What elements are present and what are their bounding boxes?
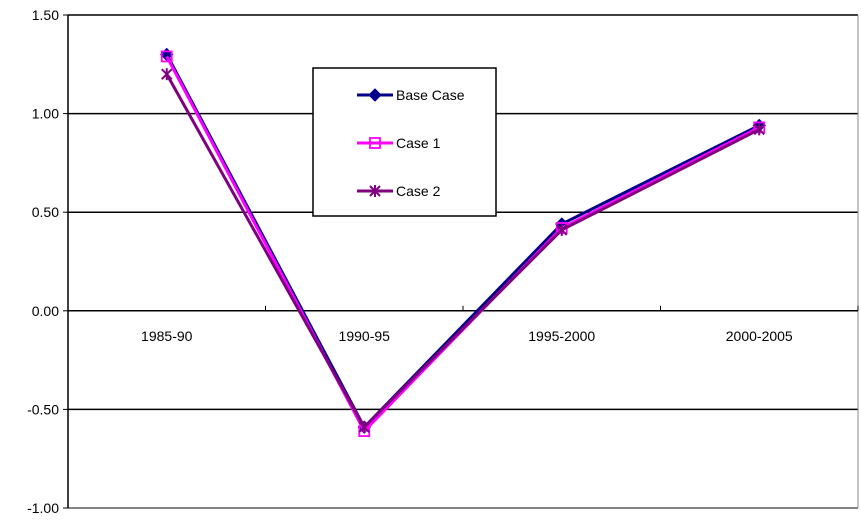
y-tick-label: 0.50 bbox=[32, 204, 59, 220]
x-tick-label: 1990-95 bbox=[339, 328, 391, 344]
marker-star bbox=[753, 123, 765, 136]
axes bbox=[63, 14, 859, 509]
legend-label: Case 1 bbox=[396, 135, 441, 151]
y-tick-label: -1.00 bbox=[27, 500, 59, 516]
x-tick-label: 2000-2005 bbox=[726, 328, 793, 344]
series-case-2 bbox=[161, 68, 765, 434]
legend-item: Case 2 bbox=[357, 183, 441, 199]
y-tick-label: 0.00 bbox=[32, 303, 59, 319]
x-tick-label: 1995-2000 bbox=[528, 328, 595, 344]
legend-box bbox=[312, 67, 497, 217]
legend-item: Base Case bbox=[357, 87, 465, 103]
legend-label: Base Case bbox=[396, 87, 465, 103]
marker-star bbox=[161, 68, 173, 81]
y-tick-label: 1.00 bbox=[32, 106, 59, 122]
y-tick-label: 1.50 bbox=[32, 7, 59, 23]
legend: Base Case Case 1 Case 2 bbox=[312, 67, 497, 217]
series-lines bbox=[160, 47, 766, 437]
marker-star bbox=[556, 223, 568, 236]
marker-square bbox=[160, 50, 173, 63]
x-tick-labels: 1985-90 1990-95 1995-2000 2000-2005 bbox=[141, 328, 793, 344]
x-tick-label: 1985-90 bbox=[141, 328, 193, 344]
marker-star bbox=[369, 185, 381, 197]
marker-diamond bbox=[368, 88, 382, 102]
marker-star bbox=[358, 421, 370, 434]
marker-square bbox=[369, 137, 381, 149]
legend-label: Case 2 bbox=[396, 183, 441, 199]
series-line bbox=[165, 73, 760, 429]
y-tick-labels: 1.50 1.00 0.50 0.00 -0.50 -1.00 bbox=[27, 7, 59, 516]
legend-item: Case 1 bbox=[357, 135, 441, 151]
y-tick-label: -0.50 bbox=[27, 401, 59, 417]
